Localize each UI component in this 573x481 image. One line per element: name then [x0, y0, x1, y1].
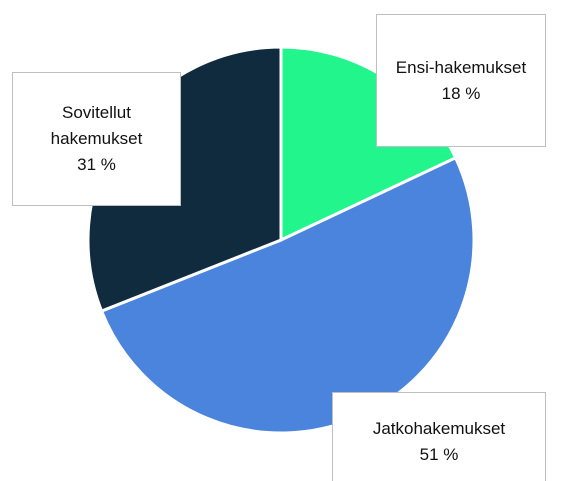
data-label: Sovitellut hakemukset 31 %: [12, 72, 181, 206]
label-value: 51 %: [419, 445, 459, 464]
label-value: 18 %: [441, 83, 481, 103]
label-name: Sovitellut hakemukset: [50, 103, 143, 148]
label-name: Ensi-hakemukset: [395, 57, 527, 77]
data-label: Jatkohakemukset 51 %: [332, 392, 546, 481]
data-label: Ensi-hakemukset 18 %: [376, 14, 546, 147]
label-value: 31 %: [77, 155, 116, 174]
label-name: Jatkohakemukset: [372, 419, 506, 438]
